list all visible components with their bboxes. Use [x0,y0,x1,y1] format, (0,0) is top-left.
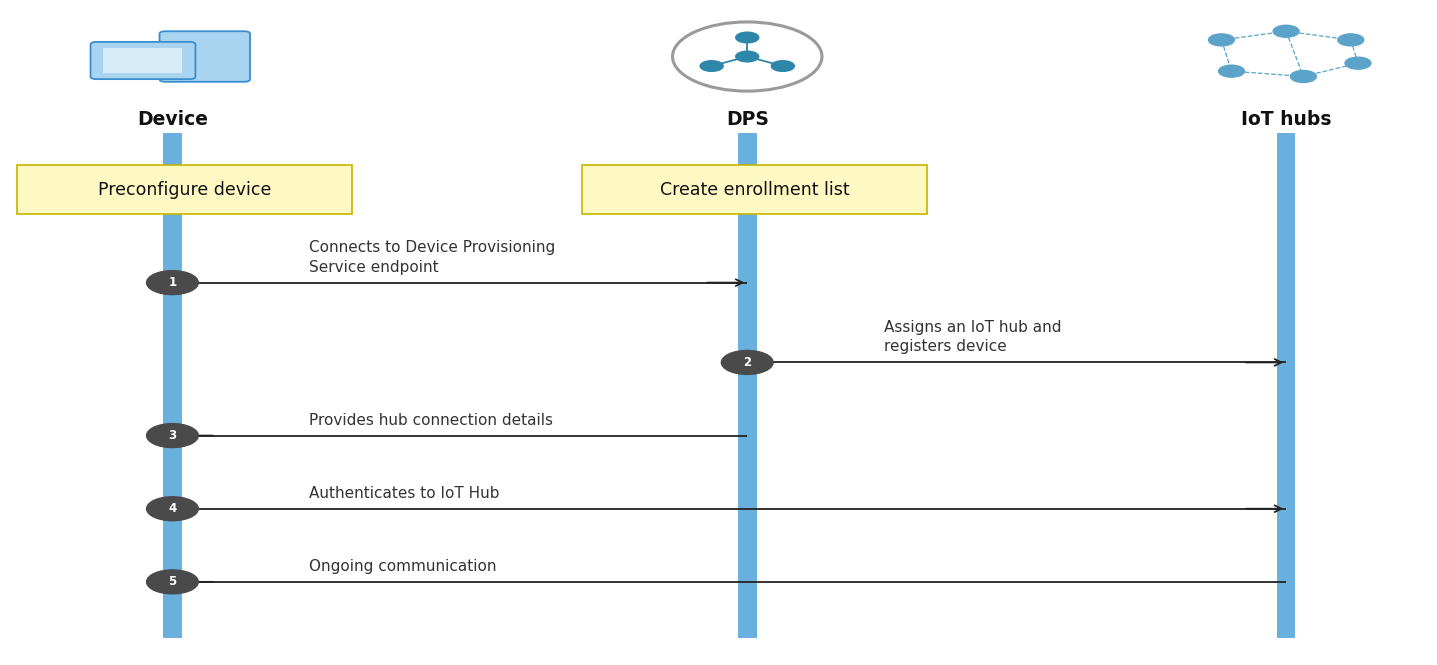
Text: Connects to Device Provisioning
Service endpoint: Connects to Device Provisioning Service … [309,240,555,275]
FancyBboxPatch shape [160,31,250,82]
Circle shape [772,61,795,71]
Text: DPS: DPS [726,110,769,129]
FancyBboxPatch shape [103,48,182,73]
Text: 1: 1 [168,276,177,289]
Circle shape [1345,57,1371,69]
Text: Ongoing communication: Ongoing communication [309,559,496,574]
Circle shape [721,350,773,374]
Circle shape [1219,65,1244,77]
Circle shape [1273,25,1299,37]
Text: 3: 3 [168,429,177,442]
Text: Device: Device [137,110,208,129]
Circle shape [147,271,198,295]
Circle shape [1338,34,1364,46]
Circle shape [147,424,198,448]
Circle shape [147,497,198,521]
Text: Authenticates to IoT Hub: Authenticates to IoT Hub [309,485,500,501]
Text: Create enrollment list: Create enrollment list [660,180,849,199]
Text: 5: 5 [168,575,177,589]
Text: IoT hubs: IoT hubs [1242,110,1331,129]
Text: Assigns an IoT hub and
registers device: Assigns an IoT hub and registers device [884,320,1062,354]
Circle shape [736,51,759,62]
FancyBboxPatch shape [1277,133,1296,638]
Circle shape [700,61,723,71]
Circle shape [1209,34,1234,46]
FancyBboxPatch shape [162,133,181,638]
Text: 2: 2 [743,356,752,369]
Text: Preconfigure device: Preconfigure device [98,180,272,199]
FancyBboxPatch shape [91,42,195,79]
FancyBboxPatch shape [17,165,352,214]
FancyBboxPatch shape [582,165,927,214]
Circle shape [147,570,198,594]
Text: Provides hub connection details: Provides hub connection details [309,412,553,428]
Text: 4: 4 [168,502,177,515]
FancyBboxPatch shape [739,133,757,638]
Circle shape [1290,70,1316,82]
Circle shape [736,32,759,43]
